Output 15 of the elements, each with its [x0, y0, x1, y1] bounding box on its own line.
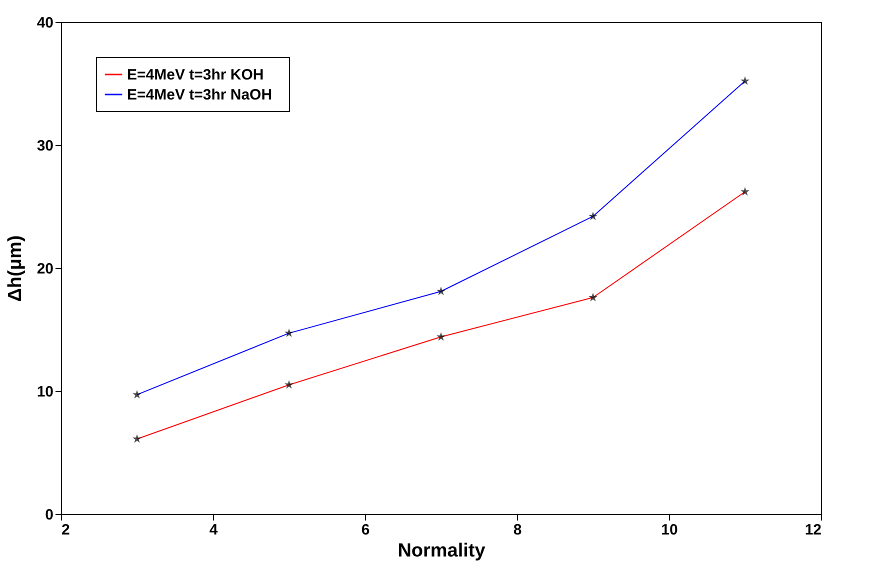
y-tick-label: 30 [36, 138, 54, 154]
x-axis-title: Normality [398, 540, 486, 562]
legend-label: E=4MeV t=3hr KOH [127, 66, 264, 84]
y-tick-label: 40 [36, 14, 54, 32]
x-tick-label: 12 [804, 522, 822, 538]
y-tick-label: 10 [36, 384, 54, 400]
x-tick-label: 4 [209, 522, 218, 538]
y-axis-title: Δh(μm) [4, 235, 26, 302]
x-tick-label: 6 [361, 522, 370, 538]
x-tick-label: 2 [62, 522, 70, 538]
x-tick-label: 10 [661, 522, 678, 538]
y-tick-label: 20 [36, 260, 54, 278]
x-tick-label: 8 [513, 522, 522, 538]
y-tick-label: 0 [45, 506, 54, 524]
legend-label: E=4MeV t=3hr NaOH [127, 86, 272, 104]
